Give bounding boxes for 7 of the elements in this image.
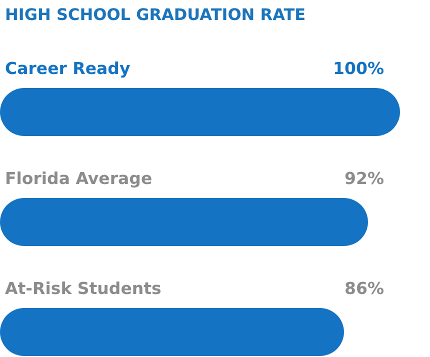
y-tick-label: At-Risk Students <box>5 279 162 298</box>
chart-title: HIGH SCHOOL GRADUATION RATE <box>5 5 306 24</box>
y-tick-label: Career Ready <box>5 59 130 78</box>
data-label: 92% <box>344 169 384 188</box>
y-tick-label: Florida Average <box>5 169 152 188</box>
data-label: 86% <box>344 279 384 298</box>
data-label: 100% <box>333 59 384 78</box>
